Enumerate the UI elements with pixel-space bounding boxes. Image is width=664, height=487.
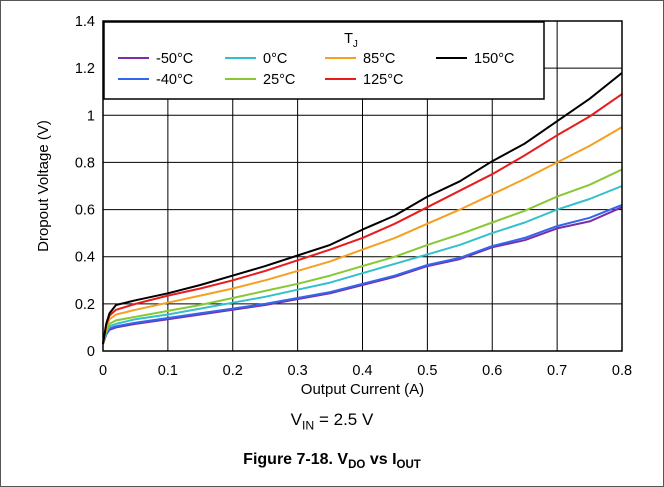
x-tick-label: 0.8 (612, 363, 632, 379)
legend-label: -50°C (156, 51, 193, 67)
y-tick-label: 1.4 (75, 14, 95, 30)
y-tick-label: 0 (87, 344, 95, 360)
y-tick-label: 0.6 (75, 203, 95, 219)
dropout-voltage-chart: 0 0.1 0.2 0.3 0.4 0.5 0.6 0.7 0.8 0 0.2 0.4 0.6 0.8 1… (0, 0, 664, 400)
x-tick-label: 0.7 (547, 363, 567, 379)
legend-label: 85°C (363, 51, 395, 67)
legend-label: 25°C (263, 72, 295, 88)
condition-sub: IN (302, 418, 314, 432)
x-tick-label: 0.4 (352, 363, 372, 379)
y-tick-label: 0.2 (75, 297, 95, 313)
y-tick-label: 1 (87, 108, 95, 124)
figure-caption: Figure 7-18. VDO vs IOUT (0, 451, 664, 471)
caption-middle: vs I (365, 451, 396, 468)
condition-prefix: V (291, 410, 302, 429)
y-tick-label: 1.2 (75, 61, 95, 77)
legend-title-main: T (344, 31, 353, 47)
condition-suffix: = 2.5 V (314, 410, 373, 429)
x-tick-label: 0 (99, 363, 107, 379)
caption-sub-do: DO (348, 459, 365, 471)
x-tick-label: 0.5 (417, 363, 437, 379)
x-tick-label: 0.6 (482, 363, 502, 379)
legend-label: 0°C (263, 51, 287, 67)
x-axis-title: Output Current (A) (301, 381, 424, 398)
caption-sub-out: OUT (397, 459, 421, 471)
y-axis-title: Dropout Voltage (V) (35, 120, 52, 252)
legend-title-sub: J (353, 39, 358, 50)
y-tick-label: 0.8 (75, 155, 95, 171)
y-tick-labels: 0 0.2 0.4 0.6 0.8 1 1.2 1.4 (75, 14, 95, 360)
x-tick-labels: 0 0.1 0.2 0.3 0.4 0.5 0.6 0.7 0.8 (99, 363, 632, 379)
legend-label: 150°C (474, 51, 514, 67)
legend-label: -40°C (156, 72, 193, 88)
legend-label: 125°C (363, 72, 403, 88)
caption-prefix: Figure 7-18. V (243, 451, 348, 468)
x-tick-label: 0.3 (288, 363, 308, 379)
x-tick-label: 0.2 (223, 363, 243, 379)
y-tick-label: 0.4 (75, 250, 95, 266)
test-condition: VIN = 2.5 V (0, 410, 664, 432)
legend: TJ -50°C 0°C 85°C 150°C -40°C 25°C 125°C (104, 22, 544, 99)
x-tick-label: 0.1 (158, 363, 178, 379)
